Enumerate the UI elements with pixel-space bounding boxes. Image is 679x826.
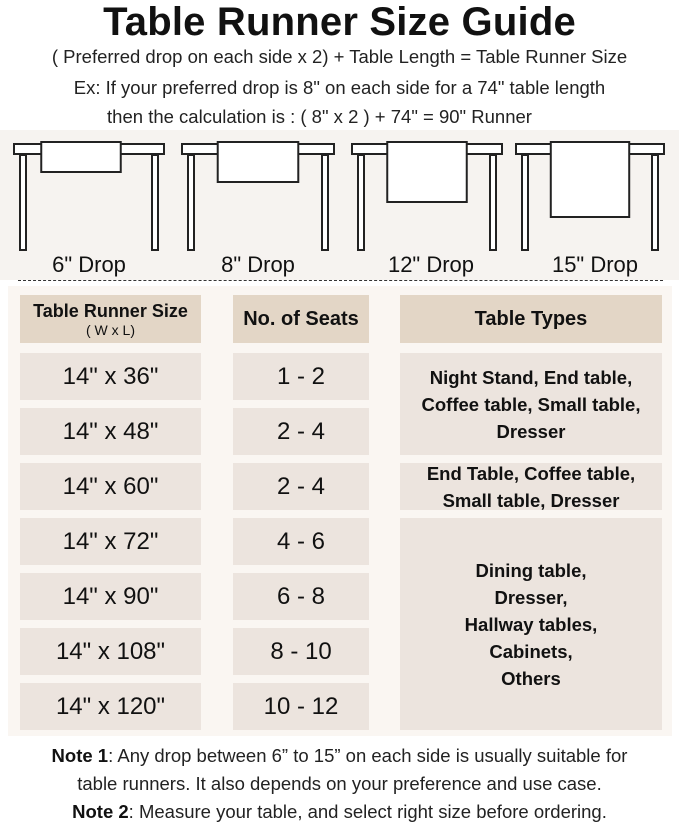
note-1-cont: table runners. It also depends on your p… <box>77 773 602 794</box>
table-runner <box>216 141 300 183</box>
size-cell: 14" x 60" <box>20 463 201 510</box>
header-types: Table Types <box>400 295 662 343</box>
size-cell: 14" x 90" <box>20 573 201 620</box>
formula-text: ( Preferred drop on each side x 2) + Tab… <box>51 46 628 67</box>
header-seats: No. of Seats <box>233 295 369 343</box>
note-1: Note 1: Any drop between 6” to 15” on ea… <box>0 745 679 767</box>
note-2-label: Note 2 <box>72 801 129 822</box>
size-cell: 14" x 36" <box>20 353 201 400</box>
example-line-1: Ex: If your preferred drop is 8" on each… <box>73 77 606 98</box>
table-types-cell: End Table, Coffee table, Small table, Dr… <box>400 463 662 511</box>
header-size: Table Runner Size ( W x L) <box>20 295 201 343</box>
size-cell: 14" x 120" <box>20 683 201 730</box>
drop-diagrams <box>0 130 679 280</box>
seats-cell: 6 - 8 <box>233 573 369 620</box>
table-leg <box>187 154 195 251</box>
table-leg <box>321 154 329 251</box>
divider <box>18 280 663 281</box>
example-line-2: then the calculation is : ( 8" x 2 ) + 7… <box>107 106 532 127</box>
table-leg <box>651 154 659 251</box>
drop-label: 15" Drop <box>551 252 639 277</box>
seats-cell: 1 - 2 <box>233 353 369 400</box>
table-types-cell: Dining table, Dresser, Hallway tables, C… <box>400 518 662 730</box>
table-leg <box>357 154 365 251</box>
note-2-text: : Measure your table, and select right s… <box>128 801 607 822</box>
table-leg <box>151 154 159 251</box>
header-size-label: Table Runner Size <box>33 300 188 321</box>
size-cell: 14" x 72" <box>20 518 201 565</box>
note-2: Note 2: Measure your table, and select r… <box>0 801 679 823</box>
header-size-sub: ( W x L) <box>86 321 135 338</box>
table-leg <box>19 154 27 251</box>
seats-cell: 4 - 6 <box>233 518 369 565</box>
table-runner <box>40 141 122 173</box>
size-cell: 14" x 108" <box>20 628 201 675</box>
table-leg <box>489 154 497 251</box>
drop-label: 8" Drop <box>221 252 295 277</box>
drop-label: 12" Drop <box>387 252 475 277</box>
seats-cell: 8 - 10 <box>233 628 369 675</box>
note-1-text: : Any drop between 6” to 15” on each sid… <box>108 745 628 766</box>
size-cell: 14" x 48" <box>20 408 201 455</box>
note-1-label: Note 1 <box>51 745 109 766</box>
seats-cell: 10 - 12 <box>233 683 369 730</box>
seats-cell: 2 - 4 <box>233 463 369 510</box>
table-runner <box>386 141 468 203</box>
drop-label: 6" Drop <box>52 252 126 277</box>
table-runner <box>549 141 631 218</box>
table-leg <box>521 154 529 251</box>
seats-cell: 2 - 4 <box>233 408 369 455</box>
page-title: Table Runner Size Guide <box>103 0 576 44</box>
drop-diagram-svg <box>13 141 665 251</box>
table-types-cell: Night Stand, End table, Coffee table, Sm… <box>400 353 662 455</box>
